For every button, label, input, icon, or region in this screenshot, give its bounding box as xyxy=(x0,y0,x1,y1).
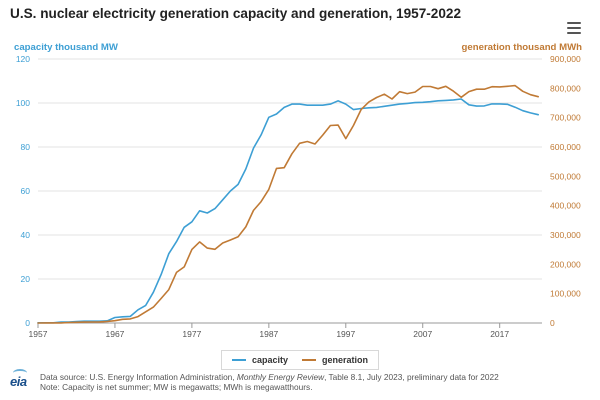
y-left-tick-label: 20 xyxy=(21,274,31,284)
right-axis-title: generation thousand MWh xyxy=(461,42,582,53)
y-right-tick-label: 600,000 xyxy=(550,142,581,152)
legend-label-capacity: capacity xyxy=(251,355,288,365)
y-right-tick-label: 200,000 xyxy=(550,259,581,269)
y-right-tick-label: 900,000 xyxy=(550,54,581,64)
x-tick-label: 1987 xyxy=(259,329,278,339)
x-tick-label: 1957 xyxy=(29,329,48,339)
legend: capacity generation xyxy=(0,350,600,370)
series-line-generation xyxy=(37,84,540,324)
eia-logo: eia xyxy=(10,369,27,389)
legend-item-generation[interactable]: generation xyxy=(302,355,368,365)
y-left-tick-label: 0 xyxy=(25,318,30,328)
y-right-tick-label: 0 xyxy=(550,318,555,328)
chart-plot: 0 20 40 60 80 100 120 0 100,000 200,000 300,000 400… xyxy=(16,54,581,339)
y-right-tick-label: 400,000 xyxy=(550,201,581,211)
legend-item-capacity[interactable]: capacity xyxy=(231,355,288,365)
y-left-tick-label: 120 xyxy=(16,54,30,64)
y-right-tick-label: 800,000 xyxy=(550,83,581,93)
left-axis-title: capacity thousand MW xyxy=(14,42,118,53)
series-line-capacity xyxy=(37,98,540,324)
y-left-tick-label: 100 xyxy=(16,98,30,108)
legend-swatch-generation xyxy=(302,359,316,361)
x-tick-label: 2017 xyxy=(490,329,509,339)
source-prefix: Data source: U.S. Energy Information Adm… xyxy=(40,372,237,382)
note-line: Note: Capacity is net summer; MW is mega… xyxy=(40,382,313,392)
x-tick-label: 2007 xyxy=(413,329,432,339)
y-left-tick-label: 60 xyxy=(21,186,31,196)
legend-label-generation: generation xyxy=(322,355,369,365)
x-tick-label: 1977 xyxy=(182,329,201,339)
y-right-tick-label: 500,000 xyxy=(550,171,581,181)
y-right-tick-label: 100,000 xyxy=(550,289,581,299)
chart-title: U.S. nuclear electricity generation capa… xyxy=(10,6,462,21)
source-line: Data source: U.S. Energy Information Adm… xyxy=(40,372,499,382)
source-publication: Monthly Energy Review xyxy=(236,372,325,382)
y-right-tick-label: 300,000 xyxy=(550,230,581,240)
hamburger-menu-icon[interactable] xyxy=(567,22,581,34)
x-tick-label: 1997 xyxy=(336,329,355,339)
source-suffix: , Table 8.1, July 2023, preliminary data… xyxy=(324,372,499,382)
y-right-tick-label: 700,000 xyxy=(550,113,581,123)
source-note: Data source: U.S. Energy Information Adm… xyxy=(40,372,499,392)
y-left-tick-label: 80 xyxy=(21,142,31,152)
x-tick-label: 1967 xyxy=(105,329,124,339)
legend-swatch-capacity xyxy=(231,359,246,361)
y-left-tick-label: 40 xyxy=(21,230,31,240)
